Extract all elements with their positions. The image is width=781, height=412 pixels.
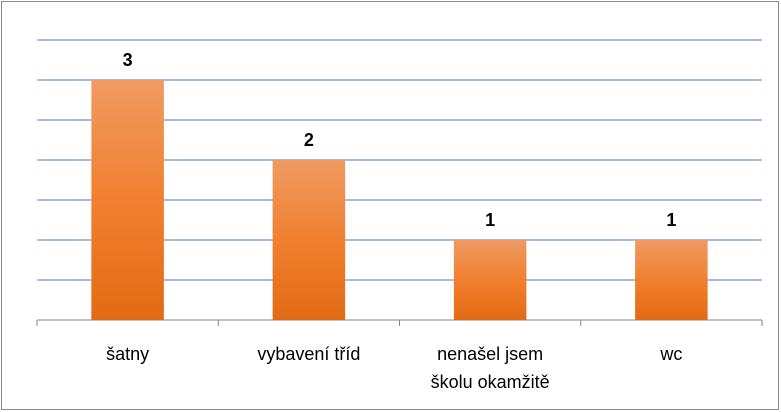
bar: [272, 160, 346, 320]
bar: [635, 240, 708, 320]
data-label: 1: [666, 210, 676, 230]
data-label: 3: [123, 50, 133, 70]
data-label: 2: [304, 130, 314, 150]
x-tick-label: nenašel jsem školu okamžitě: [430, 344, 550, 392]
x-tick-label: wc: [660, 344, 683, 364]
x-tick-label: šatny: [106, 344, 150, 364]
bar: [91, 80, 164, 320]
bar: [453, 240, 527, 320]
x-tick-label: vybavení tříd: [257, 344, 361, 364]
data-label: 1: [485, 210, 495, 230]
